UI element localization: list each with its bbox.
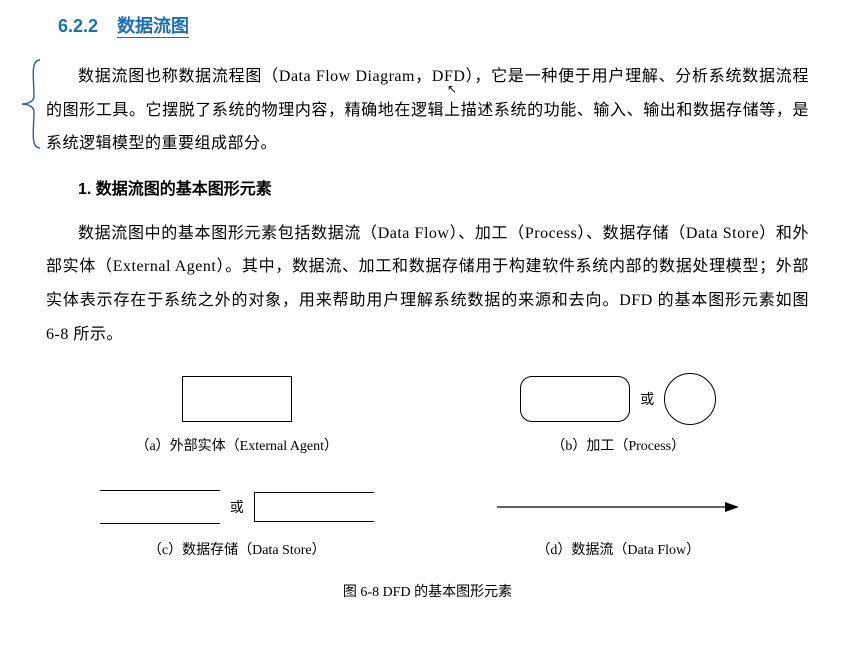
data-flow-arrow bbox=[493, 497, 743, 517]
section-number: 6.2.2 bbox=[58, 16, 98, 36]
section-heading: 6.2.2 数据流图 bbox=[58, 12, 855, 38]
or-label-b: 或 bbox=[640, 389, 654, 409]
paragraph-elements: 数据流图中的基本图形元素包括数据流（Data Flow）、加工（Process）… bbox=[46, 217, 809, 351]
paragraph-intro: 数据流图也称数据流程图（Data Flow Diagram，DFD），它是一种便… bbox=[46, 60, 809, 161]
figure-cell-b-shape: 或 bbox=[428, 373, 810, 425]
data-store-open bbox=[100, 490, 220, 524]
figure-6-8: 或 （a）外部实体（External Agent） （b）加工（Process）… bbox=[46, 369, 809, 601]
process-rounded-rect bbox=[520, 376, 630, 422]
or-label-c: 或 bbox=[230, 497, 244, 517]
process-circle bbox=[664, 373, 716, 425]
section-title: 数据流图 bbox=[117, 16, 189, 38]
curly-bracket-annotation bbox=[20, 58, 46, 150]
caption-d: （d）数据流（Data Flow） bbox=[428, 539, 810, 559]
figure-caption: 图 6-8 DFD 的基本图形元素 bbox=[46, 581, 809, 601]
caption-c: （c）数据存储（Data Store） bbox=[46, 539, 428, 559]
external-agent-rect bbox=[182, 376, 292, 422]
figure-cell-a-shape bbox=[46, 376, 428, 422]
figure-cell-c-shape: 或 bbox=[46, 490, 428, 524]
data-store-boxed bbox=[254, 492, 374, 522]
caption-a: （a）外部实体（External Agent） bbox=[46, 435, 428, 455]
figure-cell-d-shape bbox=[428, 497, 810, 517]
caption-b: （b）加工（Process） bbox=[428, 435, 810, 455]
subheading: 1. 数据流图的基本图形元素 bbox=[78, 175, 855, 199]
